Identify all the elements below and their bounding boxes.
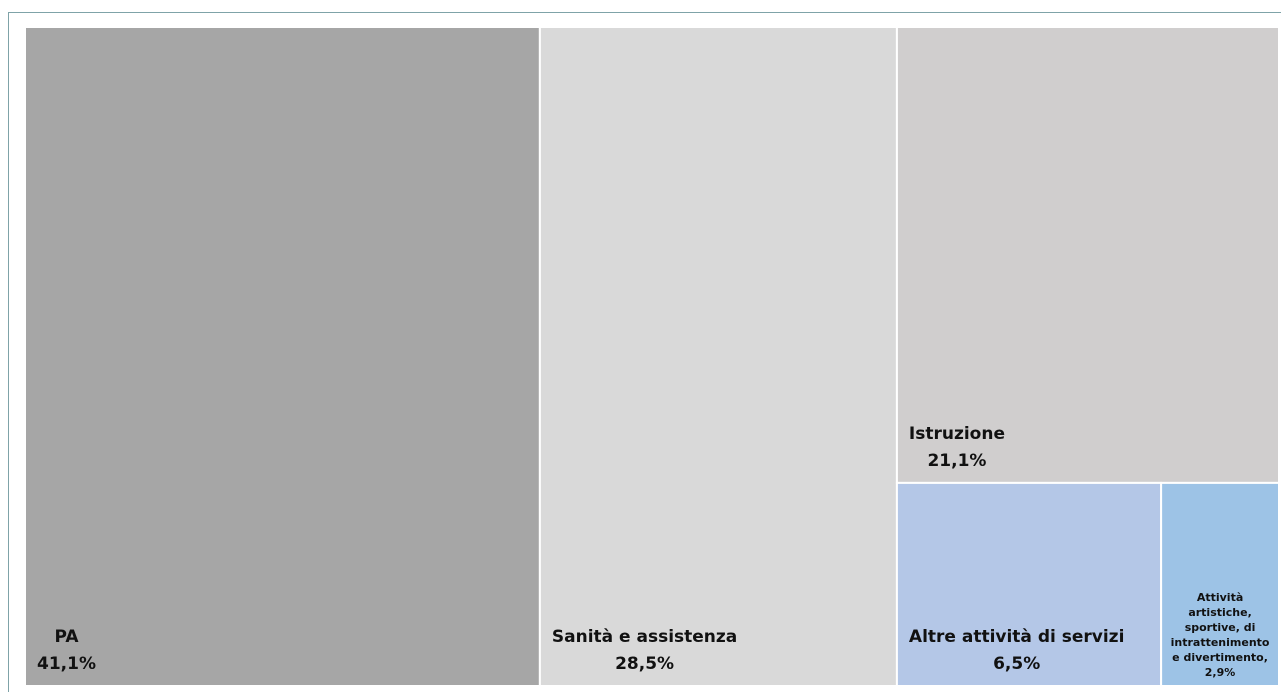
value-label: 2,9% bbox=[1204, 666, 1236, 679]
category-label: Altre attività di servizi bbox=[908, 627, 1125, 647]
category-label: Attività artistiche, sportive, di intrat… bbox=[1170, 591, 1270, 679]
tile-label: PA 41,1% bbox=[37, 624, 96, 678]
treemap-tile bbox=[895, 481, 1163, 687]
category-label: Istruzione bbox=[908, 423, 1005, 444]
tile-label: Attività artistiche, sportive, di intrat… bbox=[1169, 590, 1271, 680]
value-label: 41,1% bbox=[37, 654, 96, 674]
value-label: 28,5% bbox=[615, 654, 675, 674]
category-label: PA bbox=[54, 627, 79, 647]
tile-label: Altre attività di servizi 6,5% bbox=[909, 624, 1125, 678]
treemap-tile bbox=[895, 26, 1281, 484]
tile-label: Sanità e assistenza 28,5% bbox=[552, 624, 737, 678]
value-label: 6,5% bbox=[993, 654, 1041, 674]
treemap-tile bbox=[1160, 481, 1281, 687]
value-label: 21,1% bbox=[927, 450, 987, 471]
treemap-tile bbox=[538, 26, 898, 687]
chart-frame bbox=[8, 12, 1281, 692]
category-label: Sanità e assistenza bbox=[551, 627, 738, 647]
tile-label: Istruzione 21,1% bbox=[909, 421, 1005, 475]
treemap-tile bbox=[24, 26, 541, 687]
